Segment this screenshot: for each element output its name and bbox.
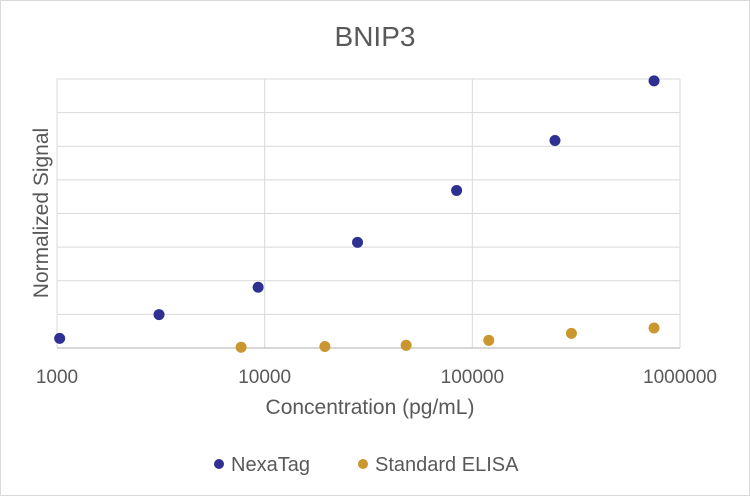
x-tick-label: 1000000: [643, 367, 717, 388]
data-point: [451, 184, 463, 196]
x-tick-label: 10000: [238, 367, 291, 388]
data-point: [235, 341, 247, 353]
data-point: [54, 332, 66, 344]
data-series: [54, 75, 660, 353]
data-point: [483, 334, 495, 346]
data-point: [400, 339, 412, 351]
chart-title: BNIP3: [335, 21, 416, 52]
data-point: [153, 309, 165, 321]
data-point: [252, 281, 264, 293]
data-point: [352, 236, 364, 248]
legend: NexaTag Standard ELISA: [214, 454, 519, 476]
plot-grid: [56, 78, 681, 349]
data-point: [648, 75, 660, 87]
data-point: [565, 327, 577, 339]
legend-marker: [214, 459, 224, 469]
y-axis-title: Normalized Signal: [30, 128, 53, 298]
x-tick-label: 100000: [441, 367, 504, 388]
x-axis-title: Concentration (pg/mL): [266, 396, 475, 419]
data-point: [319, 340, 331, 352]
legend-label: Standard ELISA: [375, 454, 519, 476]
data-point: [648, 322, 660, 334]
x-tick-labels: 1000 10000 100000 1000000: [36, 367, 717, 388]
legend-marker: [358, 459, 368, 469]
data-point: [549, 134, 561, 146]
legend-label: NexaTag: [231, 454, 310, 476]
x-tick-label: 1000: [36, 367, 78, 388]
